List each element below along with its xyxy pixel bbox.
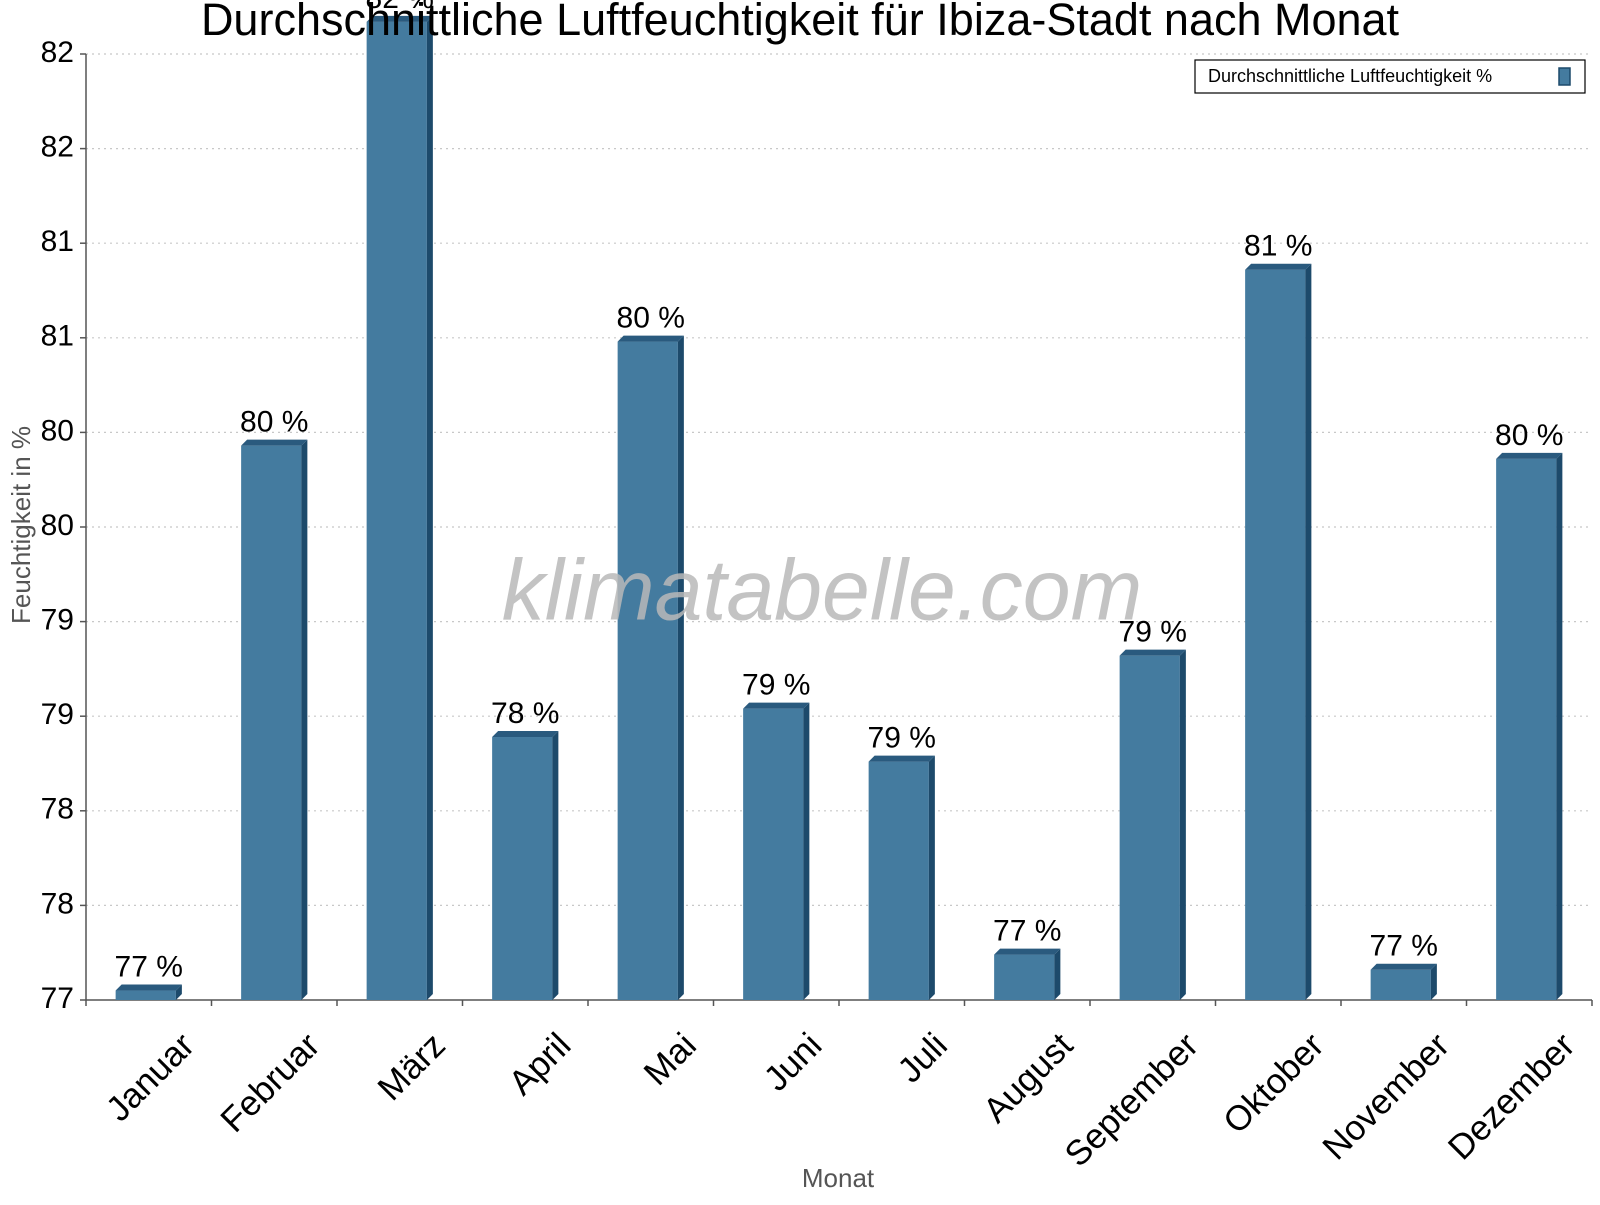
data-label: 80 % [1495,419,1563,452]
data-label: 79 % [868,722,936,755]
bar [617,341,678,1001]
bar [1370,969,1431,1000]
data-label: 80 % [240,406,308,439]
data-label: 80 % [617,302,685,335]
bar-side [1556,452,1563,1000]
data-label: 77 % [115,951,183,984]
bar-side [928,755,935,1000]
bar [994,954,1055,1000]
chart-title: Durchschnittliche Luftfeuchtigkeit für I… [201,0,1400,45]
bar-top [115,984,182,991]
data-label: 81 % [1244,230,1312,263]
legend-box [1194,59,1586,94]
y-tick-label: 80 [41,509,74,542]
bar-side [1054,948,1061,1000]
data-label: 82 % [366,0,434,15]
bar [1245,269,1306,1000]
bar-top [617,335,684,342]
bar [241,445,302,1000]
bar [492,737,553,1000]
data-label: 78 % [491,697,559,730]
bar-side [1305,263,1312,1000]
y-tick-label: 78 [41,887,74,920]
watermark: klimatabelle.com [502,543,1142,639]
bar [115,990,176,1000]
axis-layer: 77 78 78 79 79 80 80 81 81 82 82 [41,36,1593,1015]
y-tick-label: 82 [41,36,74,69]
bar [1119,655,1180,1000]
y-tick-label: 79 [41,698,74,731]
y-tick-label: 82 [41,131,74,164]
bar-layer [115,15,1563,1001]
bar-top [1119,649,1186,656]
y-tick-label: 78 [41,793,74,826]
bar-top [241,439,308,446]
bar-side [175,984,182,1000]
bar-top [492,731,559,738]
y-tick-label: 79 [41,604,74,637]
bar [366,21,427,1001]
bar-top [994,948,1061,955]
bar-top [743,702,810,709]
legend-label: Durchschnittliche Luftfeuchtigkeit % [1208,66,1492,86]
y-axis-label: Feuchtigkeit in % [6,426,36,624]
bar-top [1245,263,1312,270]
bar [868,761,929,1000]
data-label: 79 % [742,669,810,702]
bar-top [868,755,935,762]
y-tick-label: 77 [41,982,74,1015]
bar-side [803,702,810,1000]
bar-top [1496,452,1563,459]
bar-side [552,731,559,1000]
data-label: 77 % [993,915,1061,948]
bar-top [366,15,433,22]
y-tick-label: 81 [41,225,74,258]
bar-top [1370,963,1437,970]
bar-side [1179,649,1186,1000]
bar-side [1430,963,1437,1000]
legend-swatch [1558,67,1571,86]
data-label: 79 % [1119,616,1187,649]
y-tick-label: 80 [41,414,74,447]
x-axis-label: Monat [802,1163,875,1193]
bar-side [301,439,308,1000]
bar [1496,458,1557,1000]
legend: Durchschnittliche Luftfeuchtigkeit % [1194,59,1586,94]
bar-side [426,15,433,1001]
y-tick-label: 81 [41,320,74,353]
data-label: 77 % [1370,930,1438,963]
bar-side [677,335,684,1001]
bar [743,708,804,1000]
grid-layer [86,53,1592,907]
